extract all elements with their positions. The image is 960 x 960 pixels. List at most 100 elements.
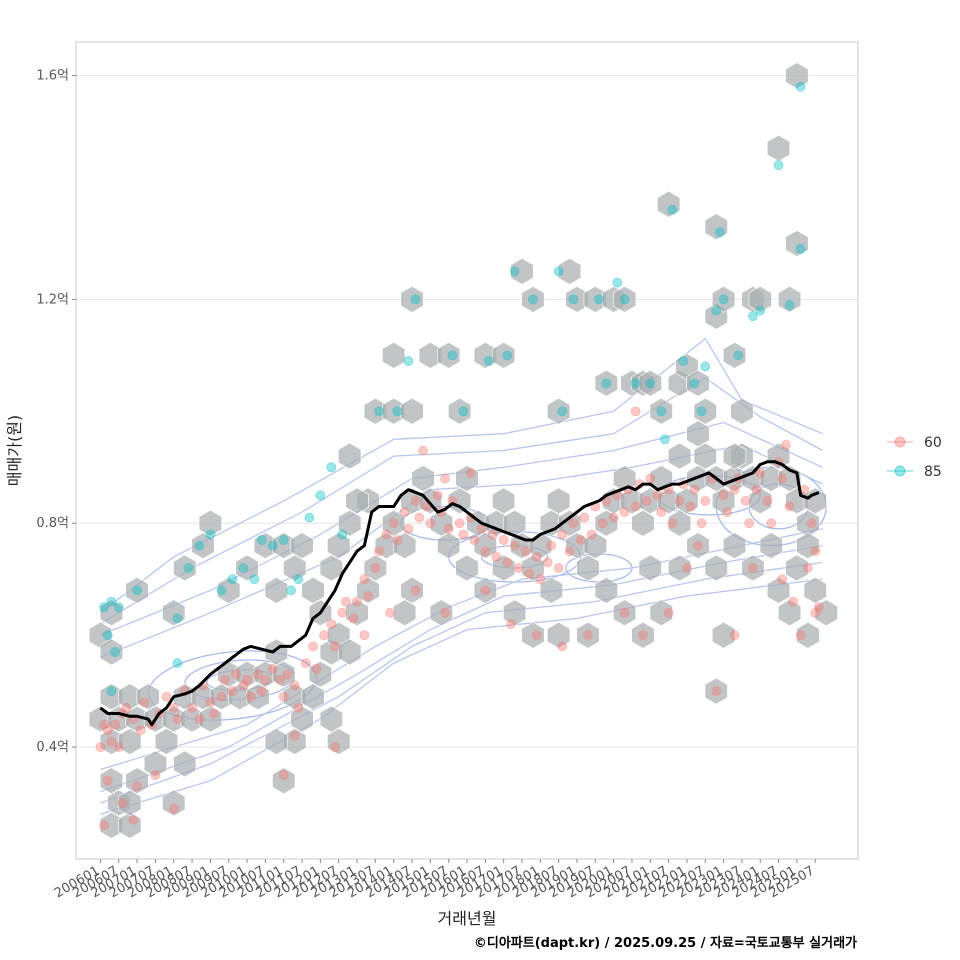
data-point-85 bbox=[315, 490, 326, 501]
data-point-85 bbox=[183, 563, 194, 574]
data-point-60 bbox=[374, 546, 385, 557]
data-point-60 bbox=[403, 523, 414, 534]
data-point-60 bbox=[810, 607, 821, 618]
data-point-85 bbox=[110, 646, 121, 657]
data-point-60 bbox=[293, 702, 304, 713]
hex-bin bbox=[393, 532, 417, 559]
data-point-60 bbox=[132, 781, 143, 792]
data-point-60 bbox=[458, 529, 469, 540]
data-point-60 bbox=[747, 563, 758, 574]
data-point-60 bbox=[432, 490, 443, 501]
data-point-60 bbox=[553, 563, 564, 574]
hex-bin bbox=[667, 509, 692, 537]
hex-bin bbox=[125, 767, 149, 795]
data-point-60 bbox=[267, 663, 278, 674]
hex-bin bbox=[631, 509, 655, 537]
data-point-85 bbox=[568, 294, 579, 305]
data-point-60 bbox=[524, 568, 535, 579]
data-point-60 bbox=[454, 518, 465, 529]
hex-bin bbox=[785, 62, 809, 89]
data-point-60 bbox=[117, 798, 128, 809]
data-point-85 bbox=[700, 361, 711, 372]
hex-bin bbox=[143, 750, 167, 778]
data-point-85 bbox=[286, 585, 297, 596]
trend-layer bbox=[99, 460, 820, 727]
hex-bin bbox=[638, 369, 662, 397]
data-point-85 bbox=[392, 406, 403, 417]
density-contour-band bbox=[100, 444, 823, 659]
data-point-60 bbox=[681, 563, 692, 574]
data-point-85 bbox=[593, 294, 604, 305]
data-point-85 bbox=[784, 300, 795, 311]
hex-bin bbox=[711, 487, 736, 515]
data-point-85 bbox=[601, 378, 612, 389]
y-tick-label: 1.2억 bbox=[36, 292, 69, 307]
hex-bin bbox=[154, 728, 178, 755]
hex-bin bbox=[613, 599, 637, 627]
hex-bin bbox=[803, 577, 827, 604]
hex-bin bbox=[272, 660, 296, 688]
data-point-60 bbox=[121, 702, 132, 713]
data-point-60 bbox=[330, 742, 341, 753]
data-point-60 bbox=[352, 596, 363, 607]
data-point-60 bbox=[557, 641, 568, 652]
data-point-60 bbox=[810, 546, 821, 557]
hex-bin bbox=[290, 532, 314, 559]
hex-bin bbox=[583, 532, 607, 559]
hex-bin bbox=[290, 705, 314, 733]
hex-bin bbox=[686, 532, 710, 559]
data-point-85 bbox=[337, 529, 348, 540]
data-point-60 bbox=[784, 501, 795, 512]
hex-bin bbox=[814, 599, 838, 627]
data-point-60 bbox=[337, 607, 348, 618]
hex-bin bbox=[766, 134, 791, 162]
hex-bin bbox=[492, 487, 516, 515]
data-point-60 bbox=[491, 551, 502, 562]
hex-bin bbox=[473, 577, 497, 604]
data-point-60 bbox=[641, 495, 652, 506]
hex-bin bbox=[363, 554, 387, 582]
hex-bin bbox=[118, 789, 142, 817]
data-point-60 bbox=[135, 725, 146, 736]
data-point-85 bbox=[113, 602, 124, 613]
hex-bin bbox=[638, 554, 662, 582]
hex-bin bbox=[693, 442, 717, 470]
data-point-60 bbox=[194, 714, 205, 725]
data-point-85 bbox=[612, 277, 623, 288]
hex-bin bbox=[400, 286, 424, 313]
data-point-60 bbox=[520, 546, 531, 557]
data-point-85 bbox=[645, 378, 656, 389]
data-point-60 bbox=[780, 439, 791, 450]
data-point-60 bbox=[502, 557, 513, 568]
data-point-60 bbox=[242, 674, 253, 685]
hex-bin bbox=[667, 554, 692, 582]
data-point-60 bbox=[535, 574, 546, 585]
hex-bin bbox=[455, 465, 479, 492]
hex-bin bbox=[345, 487, 369, 515]
density-contour-band bbox=[100, 578, 823, 815]
legend-key-point bbox=[894, 465, 906, 477]
data-point-60 bbox=[300, 658, 311, 669]
hex-bin bbox=[722, 342, 747, 369]
data-point-60 bbox=[275, 674, 286, 685]
data-point-60 bbox=[278, 770, 289, 781]
data-point-60 bbox=[711, 686, 722, 697]
hex-bin bbox=[759, 532, 783, 559]
hex-bin bbox=[301, 683, 325, 711]
data-point-60 bbox=[568, 518, 579, 529]
hex-bin bbox=[327, 728, 351, 755]
data-point-60 bbox=[128, 814, 139, 825]
hex-bin bbox=[283, 554, 307, 582]
data-point-60 bbox=[311, 663, 322, 674]
data-point-85 bbox=[267, 540, 278, 551]
data-point-60 bbox=[487, 529, 498, 540]
density-contour-band bbox=[100, 561, 823, 804]
data-point-60 bbox=[139, 697, 150, 708]
data-point-60 bbox=[630, 501, 641, 512]
hex-bin bbox=[521, 286, 545, 313]
hex-bin bbox=[649, 397, 673, 425]
hex-bin bbox=[558, 509, 582, 537]
y-tick-label: 0.8억 bbox=[36, 516, 69, 531]
